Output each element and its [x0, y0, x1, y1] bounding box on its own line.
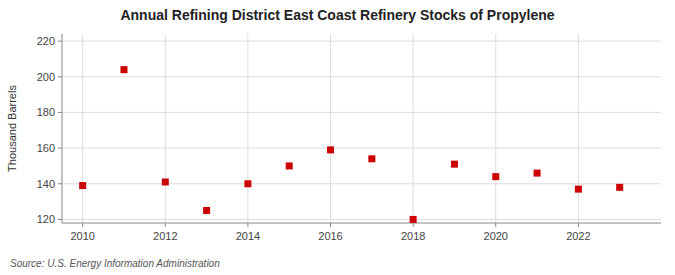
- x-tick: [82, 223, 83, 227]
- point: [534, 170, 541, 177]
- x-tick-label: 2010: [70, 230, 94, 242]
- x-grid-line: [578, 34, 579, 223]
- x-grid-line: [413, 34, 414, 223]
- points: [79, 66, 623, 223]
- x-grid-line: [495, 34, 496, 223]
- x-tick-label: 2018: [401, 230, 425, 242]
- x-tick-label: 2012: [153, 230, 177, 242]
- x-tick: [413, 223, 414, 227]
- axes: 120 140 160 180 200 220 2010 2012 2014 2016 2018 20…: [37, 34, 661, 242]
- point: [575, 186, 582, 193]
- x-tick: [578, 223, 579, 227]
- point: [120, 66, 127, 73]
- point: [451, 161, 458, 168]
- x-grid-line: [247, 34, 248, 223]
- y-tick-label: 120: [37, 213, 55, 225]
- x-tick-label: 2016: [318, 230, 342, 242]
- y-tick-label: 180: [37, 106, 55, 118]
- point: [203, 207, 210, 214]
- point: [327, 146, 334, 153]
- point: [244, 180, 251, 187]
- y-grid-line: [62, 219, 661, 220]
- x-grid-line: [165, 34, 166, 223]
- x-tick-label: 2020: [484, 230, 508, 242]
- x-grid-line: [330, 34, 331, 223]
- y-axis-line: [62, 34, 63, 223]
- x-tick-label: 2022: [566, 230, 590, 242]
- y-tick: [58, 219, 62, 220]
- y-tick: [58, 41, 62, 42]
- point: [79, 182, 86, 189]
- x-axis-line: [62, 223, 661, 224]
- point: [162, 178, 169, 185]
- point: [286, 162, 293, 169]
- y-grid-line: [62, 41, 661, 42]
- x-tick-label: 2014: [236, 230, 260, 242]
- y-grid-line: [62, 112, 661, 113]
- x-tick: [165, 223, 166, 227]
- y-grid-line: [62, 148, 661, 149]
- point: [410, 216, 417, 223]
- y-grid-line: [62, 183, 661, 184]
- point: [492, 173, 499, 180]
- chart: Annual Refining District East Coast Refi…: [0, 0, 675, 275]
- y-tick: [58, 148, 62, 149]
- y-grid-line: [62, 76, 661, 77]
- y-tick: [58, 112, 62, 113]
- point: [616, 184, 623, 191]
- y-tick-label: 140: [37, 178, 55, 190]
- x-tick: [247, 223, 248, 227]
- x-grid-line: [82, 34, 83, 223]
- title: Annual Refining District East Coast Refi…: [120, 7, 554, 23]
- grid: [62, 34, 661, 223]
- source: Source: U.S. Energy Information Administ…: [10, 258, 220, 269]
- y-tick: [58, 76, 62, 77]
- x-tick: [495, 223, 496, 227]
- y-tick-label: 200: [37, 71, 55, 83]
- y-tick: [58, 183, 62, 184]
- point: [368, 155, 375, 162]
- x-tick: [330, 223, 331, 227]
- y-tick-label: 220: [37, 35, 55, 47]
- y-axis-label: Thousand Barrels: [6, 85, 18, 172]
- y-tick-label: 160: [37, 142, 55, 154]
